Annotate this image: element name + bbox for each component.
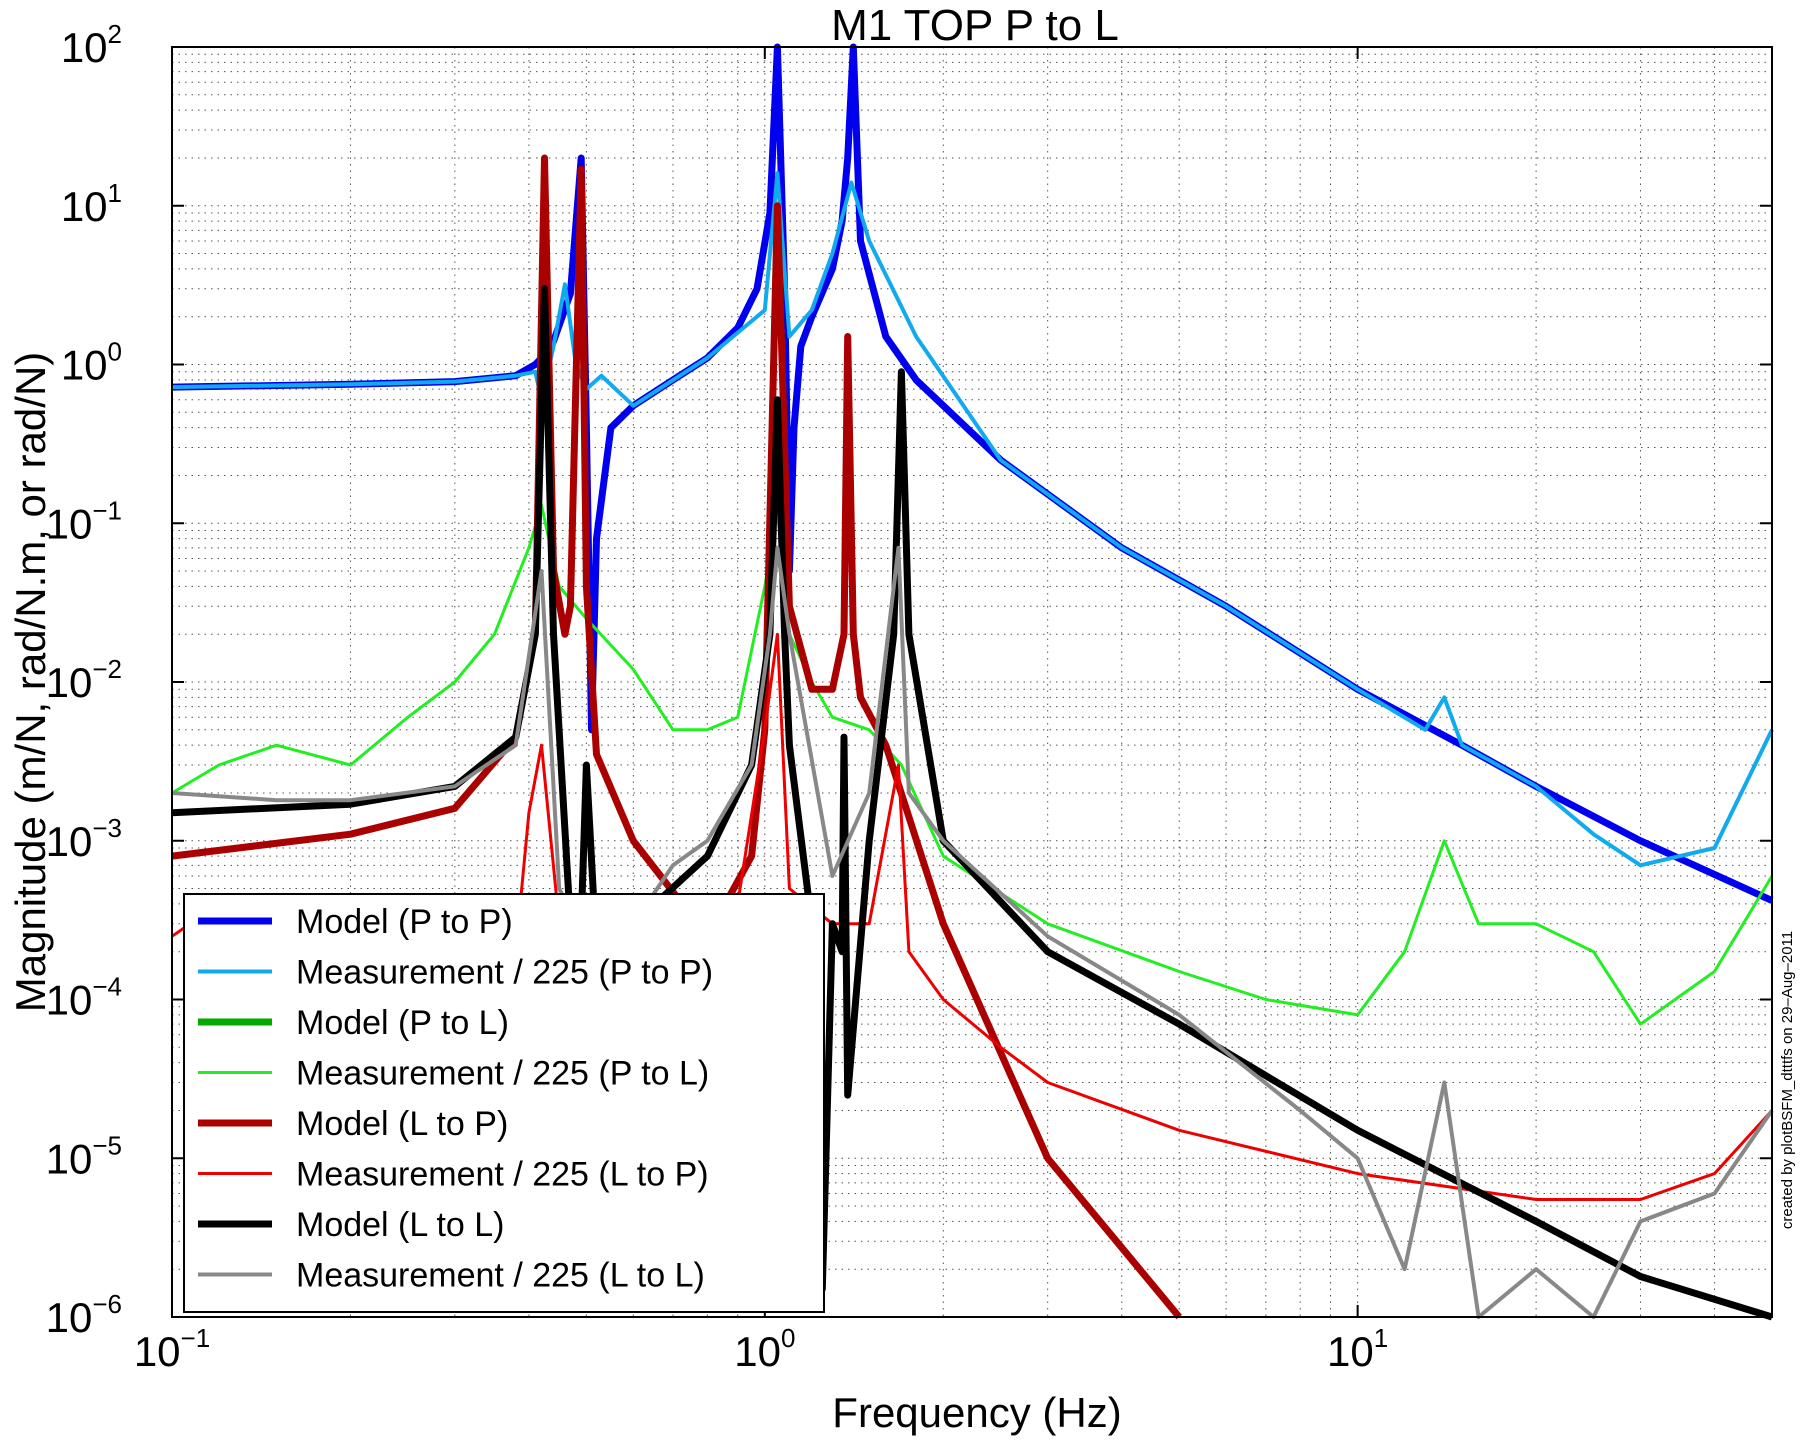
- y-tick-base: 10: [61, 183, 108, 230]
- y-tick-exponent: −4: [92, 972, 122, 1002]
- legend-box: [183, 893, 825, 1313]
- x-tick-exponent: −1: [181, 1323, 211, 1353]
- x-axis-label: Frequency (Hz): [832, 1389, 1121, 1436]
- x-tick-label: 10−1: [134, 1323, 210, 1375]
- legend-label-3: Measurement / 225 (P to L): [296, 1055, 709, 1093]
- legend: Model (P to P) Measurement / 225 (P to P)…: [183, 893, 825, 1313]
- y-tick-base: 10: [46, 1294, 93, 1341]
- legend-label-7: Measurement / 225 (L to L): [296, 1257, 705, 1295]
- legend-label-0: Model (P to P): [296, 903, 513, 941]
- x-tick-label: 101: [1327, 1323, 1388, 1375]
- y-tick-label: 10−5: [46, 1130, 122, 1182]
- y-tick-exponent: 1: [108, 178, 122, 208]
- y-tick-base: 10: [46, 659, 93, 706]
- y-tick-base: 10: [46, 818, 93, 865]
- y-tick-exponent: −2: [92, 654, 122, 684]
- x-tick-base: 10: [1327, 1328, 1374, 1375]
- legend-label-5: Measurement / 225 (L to P): [296, 1156, 709, 1194]
- y-tick-exponent: −1: [92, 495, 122, 525]
- y-axis-label: Magnitude (m/N, rad/N.m, or rad/N): [7, 352, 54, 1013]
- y-tick-label: 102: [61, 19, 122, 71]
- y-tick-label: 10−1: [46, 495, 122, 547]
- y-tick-exponent: 0: [108, 337, 122, 367]
- x-tick-base: 10: [134, 1328, 181, 1375]
- chart-title: M1 TOP P to L: [831, 1, 1119, 50]
- y-tick-label: 10−6: [46, 1289, 122, 1341]
- y-tick-base: 10: [46, 977, 93, 1024]
- y-tick-label: 10−2: [46, 654, 122, 706]
- legend-label-2: Model (P to L): [296, 1004, 509, 1042]
- y-tick-label: 100: [61, 337, 122, 389]
- legend-label-4: Model (L to P): [296, 1105, 508, 1143]
- credit-text: created by plotBSFM_dtttfs on 29–Aug–201…: [1779, 931, 1796, 1229]
- x-tick-base: 10: [734, 1328, 781, 1375]
- series-line-7: [171, 545, 1774, 1319]
- x-tick-exponent: 1: [1374, 1323, 1388, 1353]
- x-tick-label: 100: [734, 1323, 795, 1375]
- y-tick-base: 10: [46, 1135, 93, 1182]
- legend-label-6: Model (L to L): [296, 1206, 505, 1244]
- y-tick-exponent: −3: [92, 813, 122, 843]
- y-tick-base: 10: [46, 500, 93, 547]
- y-tick-label: 10−4: [46, 972, 122, 1024]
- y-tick-base: 10: [61, 342, 108, 389]
- y-tick-label: 10−3: [46, 813, 122, 865]
- y-tick-exponent: −5: [92, 1130, 122, 1160]
- y-tick-exponent: −6: [92, 1289, 122, 1319]
- series-line-6: [171, 285, 1774, 1321]
- legend-label-1: Measurement / 225 (P to P): [296, 954, 713, 992]
- y-tick-base: 10: [61, 24, 108, 71]
- y-tick-exponent: 2: [108, 19, 122, 49]
- axis-ticks: 10−1 100 10110210110010−110−210−310−410−51…: [46, 19, 1772, 1375]
- x-tick-exponent: 0: [781, 1323, 795, 1353]
- plot-lines: [171, 43, 1774, 1321]
- y-tick-label: 101: [61, 178, 122, 230]
